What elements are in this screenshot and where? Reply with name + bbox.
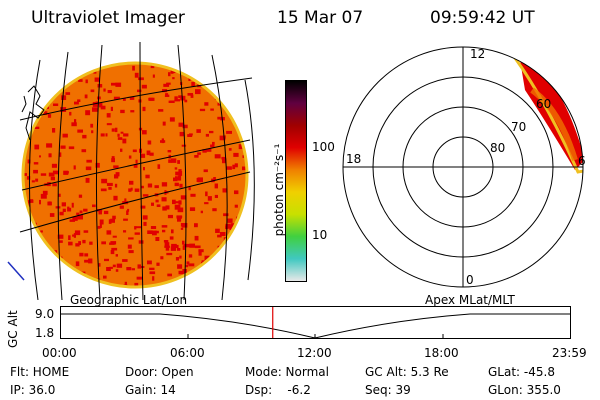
polar-mlt-plot[interactable]: 12 18 6 0 60 70 80 <box>340 45 600 295</box>
status-gain: Gain: 14 <box>125 383 176 397</box>
status-seq: Seq: 39 <box>365 383 411 397</box>
alt-xtick-0000: 00:00 <box>42 346 77 360</box>
header-time: 09:59:42 UT <box>430 8 535 28</box>
status-mode: Mode: Normal <box>245 365 329 379</box>
mlt-label-12: 12 <box>470 47 485 61</box>
apex-label: Apex MLat/MLT <box>425 293 515 307</box>
colorbar <box>285 80 307 282</box>
alt-ytick-9: 9.0 <box>35 307 55 321</box>
status-gc-alt: GC Alt: 5.3 Re <box>365 365 449 379</box>
app-title: Ultraviolet Imager <box>31 8 185 28</box>
mlat-label-80: 80 <box>490 141 505 155</box>
lat-lon-grid <box>19 41 255 300</box>
coastline <box>21 85 45 141</box>
colorbar-label: photon cm⁻²s⁻¹ <box>272 143 286 237</box>
alt-xtick-0600: 06:00 <box>170 346 205 360</box>
geographic-label: Geographic Lat/Lon <box>70 293 188 307</box>
earth-disk-image[interactable] <box>0 40 260 300</box>
status-ip: IP: 36.0 <box>10 383 56 397</box>
mlat-label-60: 60 <box>536 97 551 111</box>
mlt-label-18: 18 <box>346 152 361 166</box>
alt-ylabel: GC Alt <box>6 310 20 348</box>
disk-limb <box>21 61 249 289</box>
colorbar-tick-10: 10 <box>312 228 328 242</box>
status-glat: GLat: -45.8 <box>488 365 555 379</box>
coastline-blue <box>7 261 25 281</box>
status-door: Door: Open <box>125 365 194 379</box>
mlat-label-70: 70 <box>511 120 526 134</box>
status-dsp: Dsp: -6.2 <box>245 383 311 397</box>
alt-xtick-1800: 18:00 <box>424 346 459 360</box>
alt-ytick-1.8: 1.8 <box>35 326 55 340</box>
status-flt: Flt: HOME <box>10 365 70 379</box>
header-date: 15 Mar 07 <box>277 8 364 28</box>
status-glon: GLon: 355.0 <box>488 383 561 397</box>
mlt-label-6: 6 <box>578 154 586 168</box>
altitude-timeline[interactable] <box>60 306 572 342</box>
colorbar-tick-100: 100 <box>312 140 335 154</box>
mlt-label-0: 0 <box>466 273 474 287</box>
polar-grid <box>342 46 584 288</box>
alt-xtick-1200: 12:00 <box>297 346 332 360</box>
alt-xtick-2359: 23:59 <box>552 346 587 360</box>
